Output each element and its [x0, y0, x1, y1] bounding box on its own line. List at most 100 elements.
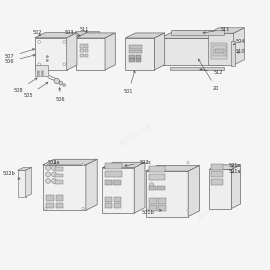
Bar	[56, 195, 63, 201]
Text: 501c: 501c	[229, 163, 241, 168]
Bar	[129, 55, 135, 59]
Circle shape	[46, 166, 50, 170]
Bar	[211, 43, 227, 59]
Polygon shape	[208, 33, 234, 65]
Bar	[129, 45, 142, 49]
Bar	[170, 67, 224, 70]
Text: pinnacle: pinnacle	[196, 201, 225, 221]
Text: pinnacle: pinnacle	[34, 49, 63, 69]
Polygon shape	[160, 31, 238, 38]
Bar	[171, 30, 224, 35]
Bar	[149, 205, 157, 211]
Bar	[158, 205, 166, 211]
Polygon shape	[35, 38, 67, 70]
Text: 503: 503	[65, 31, 80, 36]
Polygon shape	[160, 38, 224, 65]
Circle shape	[41, 71, 43, 73]
Text: 20: 20	[198, 59, 219, 90]
Bar	[105, 180, 112, 185]
Polygon shape	[18, 167, 32, 170]
Circle shape	[52, 172, 56, 177]
Bar	[211, 179, 223, 185]
Text: 501a: 501a	[229, 169, 241, 174]
Polygon shape	[188, 166, 200, 217]
Bar	[85, 54, 88, 57]
Bar	[211, 171, 223, 177]
Circle shape	[59, 81, 63, 85]
Circle shape	[45, 207, 47, 210]
Polygon shape	[209, 165, 241, 170]
Polygon shape	[76, 33, 115, 38]
Circle shape	[147, 161, 149, 164]
Text: 510: 510	[236, 49, 246, 54]
Bar	[114, 197, 121, 202]
Polygon shape	[43, 165, 86, 210]
Polygon shape	[224, 31, 238, 65]
Bar	[148, 174, 165, 180]
Circle shape	[46, 172, 50, 177]
Text: 508: 508	[14, 78, 37, 93]
Text: 506: 506	[56, 87, 65, 102]
Circle shape	[54, 78, 59, 84]
Circle shape	[187, 161, 189, 164]
Polygon shape	[208, 28, 245, 33]
Circle shape	[45, 164, 47, 166]
Bar	[105, 171, 122, 177]
Polygon shape	[43, 159, 97, 165]
Circle shape	[46, 178, 50, 183]
Bar	[80, 44, 84, 48]
Bar	[55, 174, 63, 177]
Bar	[129, 59, 135, 62]
Polygon shape	[146, 166, 200, 171]
Bar	[85, 49, 88, 52]
Bar	[231, 41, 235, 66]
Bar	[149, 198, 157, 204]
Bar	[129, 50, 142, 53]
Text: 502a: 502a	[47, 160, 60, 164]
Polygon shape	[154, 33, 165, 70]
Circle shape	[147, 209, 149, 211]
Text: 505: 505	[23, 82, 48, 98]
Bar	[56, 202, 63, 208]
Text: 511: 511	[80, 27, 89, 32]
Polygon shape	[86, 159, 97, 210]
Polygon shape	[134, 162, 145, 213]
Bar	[157, 186, 165, 190]
Bar	[85, 44, 88, 48]
Circle shape	[150, 183, 154, 187]
Circle shape	[52, 178, 56, 183]
Polygon shape	[76, 38, 105, 70]
Polygon shape	[35, 33, 77, 38]
Circle shape	[63, 63, 66, 66]
Bar	[55, 167, 63, 171]
Text: 501b: 501b	[141, 210, 161, 215]
Circle shape	[187, 209, 189, 211]
Bar	[80, 54, 84, 57]
Circle shape	[46, 56, 48, 58]
Polygon shape	[231, 165, 241, 208]
Polygon shape	[146, 171, 188, 217]
Circle shape	[82, 164, 84, 166]
Polygon shape	[105, 33, 115, 70]
Bar	[55, 180, 63, 184]
Bar	[105, 203, 112, 208]
Circle shape	[52, 166, 56, 170]
Text: pinnacle: pinnacle	[117, 122, 153, 148]
Polygon shape	[209, 170, 231, 208]
Bar	[213, 45, 226, 56]
Text: 502: 502	[32, 30, 42, 36]
Bar	[158, 198, 166, 204]
Circle shape	[38, 40, 40, 43]
Text: 501: 501	[124, 71, 135, 94]
Circle shape	[37, 71, 39, 73]
Text: 512: 512	[200, 69, 223, 75]
Circle shape	[63, 40, 66, 43]
Bar	[105, 197, 112, 202]
Circle shape	[46, 59, 48, 62]
Text: 502b: 502b	[3, 171, 20, 179]
Circle shape	[41, 73, 43, 76]
Bar	[80, 49, 84, 52]
Text: 511: 511	[203, 27, 230, 34]
Circle shape	[38, 63, 40, 66]
Circle shape	[63, 84, 66, 86]
